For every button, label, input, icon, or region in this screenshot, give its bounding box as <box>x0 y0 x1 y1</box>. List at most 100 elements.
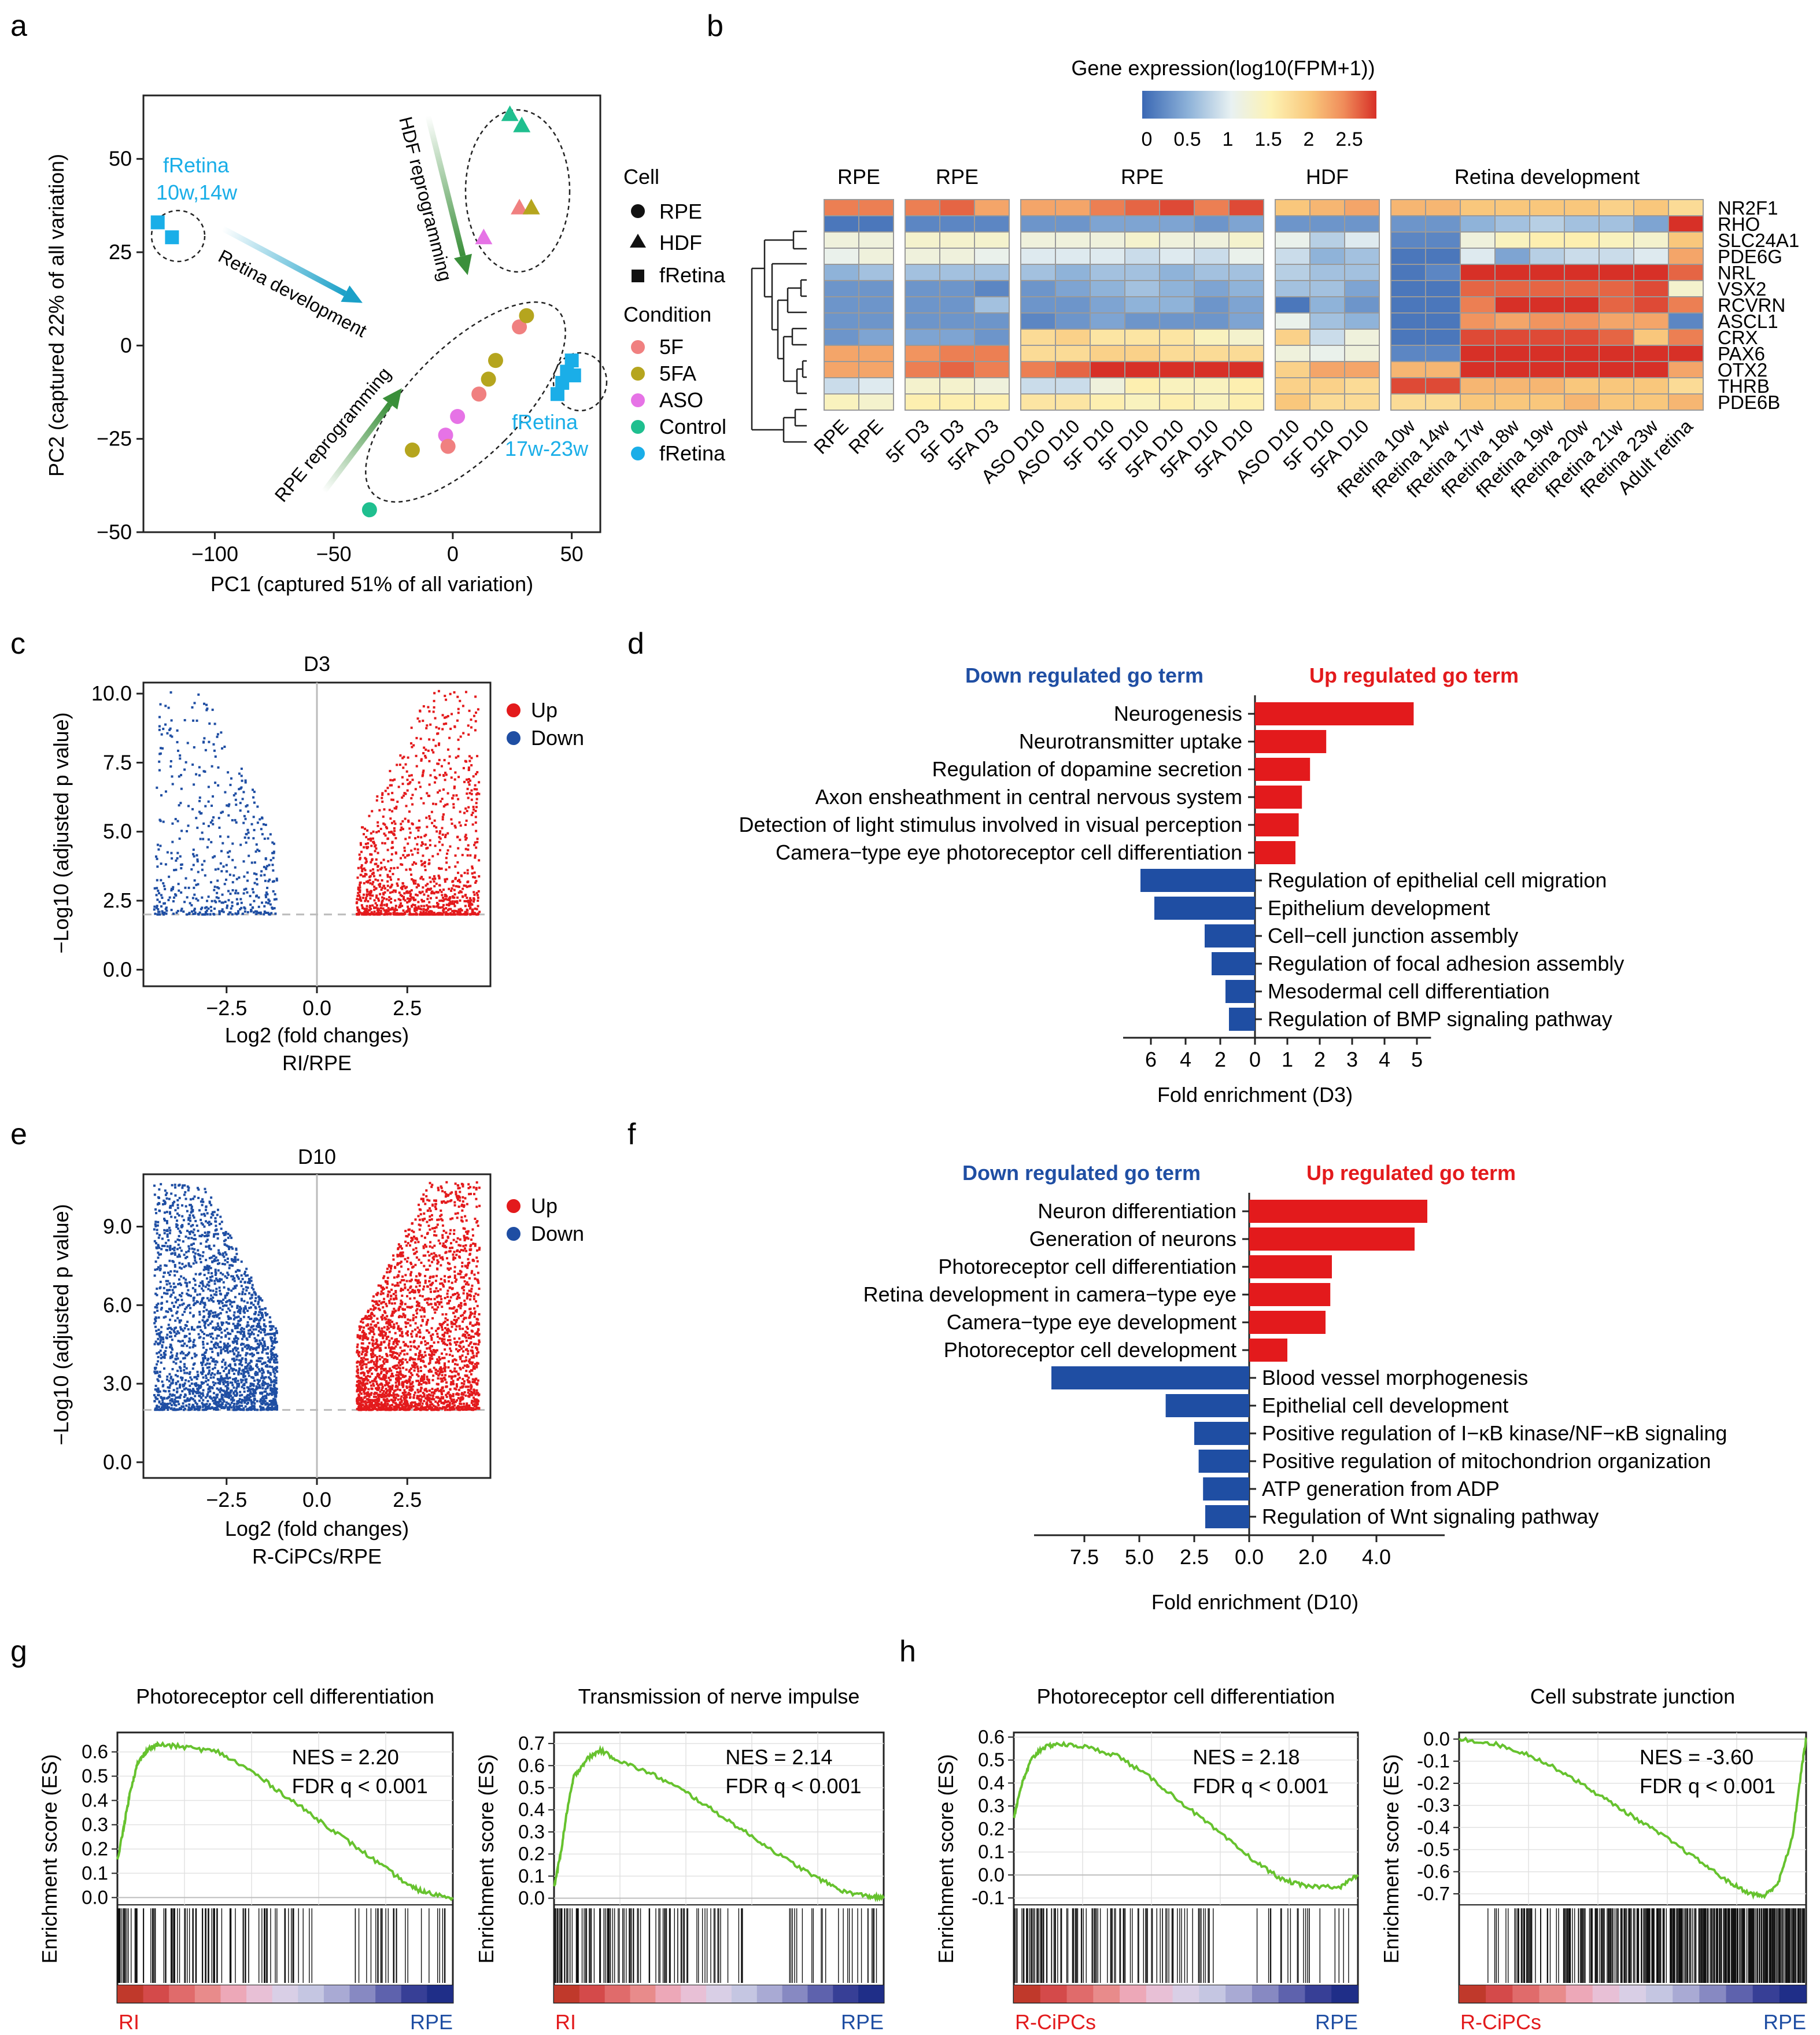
down-point <box>253 828 256 831</box>
down-point <box>213 749 216 752</box>
up-point <box>376 1400 379 1403</box>
down-point <box>245 833 248 836</box>
up-point <box>458 1376 461 1379</box>
up-point <box>435 777 438 780</box>
up-point <box>429 1354 432 1357</box>
up-point <box>413 861 416 864</box>
up-point <box>381 1408 384 1411</box>
up-point <box>420 1395 423 1398</box>
up-point <box>435 830 438 833</box>
up-point <box>466 1203 468 1205</box>
down-point <box>264 895 267 898</box>
up-point <box>396 882 398 885</box>
up-point <box>389 1348 392 1351</box>
down-point <box>156 913 159 916</box>
up-point <box>414 1358 416 1361</box>
up-point <box>357 1406 360 1409</box>
up-point <box>414 1278 417 1281</box>
up-point <box>393 1389 396 1392</box>
up-point <box>429 839 431 842</box>
up-point <box>421 890 424 893</box>
up-point <box>381 1314 384 1317</box>
down-point <box>187 886 190 889</box>
down-point <box>215 896 218 899</box>
up-point <box>360 864 363 867</box>
up-point <box>433 769 436 772</box>
up-point <box>366 890 369 893</box>
up-point <box>393 1298 396 1301</box>
up-point <box>413 882 416 885</box>
down-point <box>169 760 172 763</box>
up-point <box>403 885 405 888</box>
up-point <box>408 775 411 777</box>
up-point <box>467 899 470 902</box>
up-point <box>455 1393 458 1396</box>
up-point <box>375 904 378 907</box>
down-point <box>227 805 230 808</box>
down-point <box>154 1396 157 1399</box>
up-point <box>436 1262 439 1265</box>
up-point <box>366 894 368 897</box>
up-point <box>435 1349 438 1352</box>
up-point <box>475 798 478 801</box>
up-point <box>420 836 423 839</box>
up-point <box>457 871 460 874</box>
up-point <box>434 1405 437 1408</box>
down-point <box>237 910 239 913</box>
up-point <box>441 1374 444 1377</box>
down-point <box>246 804 249 807</box>
heatmap-cell <box>858 345 894 362</box>
up-point <box>468 1381 471 1384</box>
up-point <box>361 1336 364 1339</box>
up-point <box>383 1403 386 1406</box>
up-point <box>434 1408 437 1411</box>
down-point <box>154 1306 157 1308</box>
down-point <box>235 1284 238 1287</box>
up-point <box>418 1289 421 1292</box>
up-point <box>442 1406 445 1409</box>
up-point <box>362 875 365 878</box>
down-point <box>183 901 186 904</box>
up-point <box>393 1396 396 1399</box>
up-point <box>408 908 411 910</box>
down-point <box>184 1387 187 1390</box>
up-point <box>417 1215 420 1218</box>
up-point <box>466 1374 468 1377</box>
up-point <box>446 1295 449 1298</box>
up-point <box>430 1345 433 1348</box>
up-point <box>475 1352 478 1355</box>
up-point <box>446 1292 449 1295</box>
up-point <box>468 1193 471 1196</box>
up-point <box>404 763 407 766</box>
up-point <box>389 1409 392 1411</box>
up-point <box>453 1229 456 1232</box>
up-point <box>476 840 479 843</box>
heatmap-cell <box>824 215 859 233</box>
up-point <box>363 875 366 878</box>
up-point <box>471 1403 474 1406</box>
up-point <box>415 1380 418 1383</box>
down-point <box>273 1356 276 1359</box>
up-point <box>377 1284 380 1287</box>
up-point <box>438 836 441 839</box>
heatmap-cell <box>1425 199 1461 216</box>
heatmap-cell <box>1460 377 1496 395</box>
up-point <box>474 881 477 884</box>
up-point <box>449 1232 452 1235</box>
up-point <box>385 1372 388 1374</box>
up-point <box>372 1320 375 1323</box>
heatmap-cell <box>1529 393 1565 411</box>
up-point <box>390 798 393 801</box>
up-point <box>445 1395 448 1398</box>
heatmap-cell <box>1194 377 1230 395</box>
up-point <box>452 794 455 797</box>
up-point <box>411 1229 414 1232</box>
up-point <box>414 847 416 850</box>
up-point <box>369 853 372 856</box>
up-point <box>425 1323 428 1326</box>
heatmap-cell <box>1460 345 1496 362</box>
up-point <box>443 1364 446 1367</box>
up-point <box>408 1228 411 1231</box>
heatmap-cell <box>1494 361 1530 378</box>
up-point <box>440 1352 443 1355</box>
